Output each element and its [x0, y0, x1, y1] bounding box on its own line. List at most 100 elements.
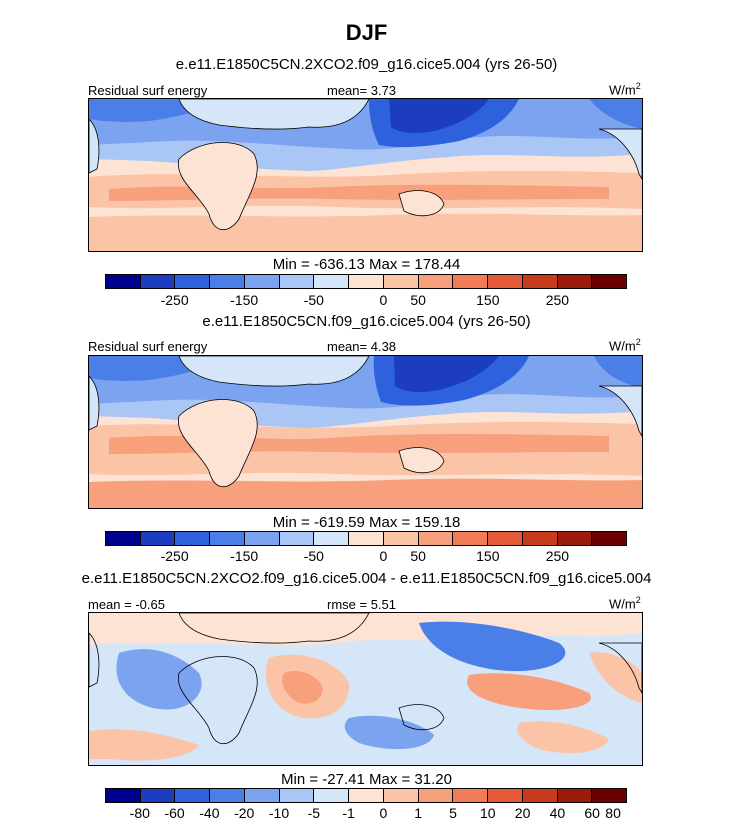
colorbar-swatch: [349, 532, 384, 545]
colorbar-swatch: [453, 532, 489, 545]
colorbar-swatch: [314, 532, 350, 545]
colorbar-tick-label: -50: [303, 548, 324, 564]
panel3-units: W/m2: [609, 595, 641, 612]
panel3-mean-label: mean = -0.65: [88, 597, 165, 612]
figure-title: DJF: [345, 20, 388, 45]
panel1-units: W/m2: [609, 81, 641, 98]
panel2-subtitle: e.e11.E1850C5CN.f09_g16.cice5.004 (yrs 2…: [202, 313, 531, 330]
colorbar-swatch: [140, 789, 176, 802]
colorbar-tick-label: 50: [410, 548, 426, 564]
colorbar-swatch: [418, 532, 454, 545]
colorbar-tick-label: -250: [160, 292, 189, 308]
panel3-map: [88, 612, 643, 766]
colorbar-swatch: [175, 789, 211, 802]
colorbar-swatch: [244, 275, 280, 288]
colorbar-tick-label: -40: [199, 805, 220, 821]
colorbar-swatch: [244, 532, 280, 545]
colorbar-swatch: [106, 532, 141, 545]
colorbar-swatch: [453, 275, 489, 288]
panel3-subtitle: e.e11.E1850C5CN.2XCO2.f09_g16.cice5.004 …: [81, 570, 652, 587]
colorbar-tick-label: 150: [476, 548, 500, 564]
colorbar-tick-label: 50: [410, 292, 426, 308]
colorbar-swatch: [210, 789, 245, 802]
panel1-minmax: Min = -636.13 Max = 178.44: [272, 256, 461, 273]
colorbar-swatch: [175, 275, 211, 288]
colorbar-swatch: [522, 275, 558, 288]
colorbar-swatch: [557, 789, 593, 802]
colorbar-tick-label: 40: [549, 805, 566, 821]
colorbar-swatch: [557, 532, 593, 545]
colorbar-tick-label: 60: [584, 805, 600, 821]
colorbar-tick-label: 0: [379, 292, 388, 308]
colorbar-swatch: [592, 532, 627, 545]
colorbar-swatch: [349, 275, 384, 288]
colorbar-swatch: [349, 789, 384, 802]
panel1-map-field: [89, 99, 642, 251]
colorbar-swatch: [210, 275, 245, 288]
colorbar-tick-label: -5: [307, 805, 321, 821]
panel2-map-field: [89, 356, 642, 508]
panel1-colorbar: [105, 274, 627, 289]
colorbar-tick-label: -80: [129, 805, 150, 821]
panel3-colorbar-ticks: -80 -60 -40 -20 -10 -5 -1 0 1 5 10 20 40 60 80: [105, 805, 627, 821]
colorbar-tick-label: 80: [605, 805, 621, 821]
panel3-rmse-label: rmse = 5.51: [327, 597, 397, 612]
colorbar-swatch: [557, 275, 593, 288]
panel2-units: W/m2: [609, 337, 641, 354]
colorbar-tick-label: 0: [379, 548, 388, 564]
panel1-map: [88, 98, 643, 252]
colorbar-tick-label: 20: [514, 805, 531, 821]
panel2-colorbar: [105, 531, 627, 546]
colorbar-tick-label: -50: [303, 292, 324, 308]
panel2-minmax: Min = -619.59 Max = 159.18: [272, 514, 461, 531]
colorbar-tick-label: 5: [449, 805, 457, 821]
colorbar-swatch: [488, 275, 523, 288]
colorbar-tick-label: -150: [230, 548, 259, 564]
colorbar-tick-label: 250: [545, 548, 570, 564]
colorbar-swatch: [522, 532, 558, 545]
panel2-mean-label: mean= 4.38: [327, 339, 397, 354]
colorbar-tick-label: 0: [379, 805, 388, 821]
panel3-map-field: [89, 613, 642, 765]
colorbar-swatch: [418, 275, 454, 288]
panel1-subtitle: e.e11.E1850C5CN.2XCO2.f09_g16.cice5.004 …: [175, 56, 558, 73]
panel2-left-label: Residual surf energy: [88, 339, 208, 354]
panel2-colorbar-ticks: -250 -150 -50 0 50 150 250: [105, 548, 627, 564]
colorbar-swatch: [592, 789, 627, 802]
colorbar-swatch: [592, 275, 627, 288]
colorbar-tick-label: -250: [160, 548, 189, 564]
panel2-map: [88, 355, 643, 509]
colorbar-swatch: [140, 532, 176, 545]
colorbar-swatch: [488, 789, 523, 802]
colorbar-swatch: [210, 532, 245, 545]
panel3-colorbar: [105, 788, 627, 803]
colorbar-swatch: [383, 532, 419, 545]
colorbar-swatch: [314, 275, 350, 288]
colorbar-swatch: [106, 275, 141, 288]
colorbar-swatch: [244, 789, 280, 802]
colorbar-swatch: [279, 275, 315, 288]
colorbar-swatch: [383, 789, 419, 802]
colorbar-tick-label: 10: [480, 805, 496, 821]
colorbar-tick-label: 1: [414, 805, 423, 821]
colorbar-swatch: [140, 275, 176, 288]
colorbar-tick-label: -1: [342, 805, 355, 821]
panel3-minmax: Min = -27.41 Max = 31.20: [281, 771, 452, 788]
colorbar-swatch: [453, 789, 489, 802]
colorbar-swatch: [279, 532, 315, 545]
panel1-colorbar-ticks: -250 -150 -50 0 50 150 250: [105, 292, 627, 308]
colorbar-swatch: [383, 275, 419, 288]
colorbar-swatch: [279, 789, 315, 802]
colorbar-tick-label: 150: [476, 292, 500, 308]
colorbar-tick-label: -150: [230, 292, 259, 308]
colorbar-swatch: [488, 532, 523, 545]
colorbar-tick-label: -10: [268, 805, 290, 821]
colorbar-swatch: [418, 789, 454, 802]
colorbar-swatch: [522, 789, 558, 802]
panel1-mean-label: mean= 3.73: [327, 83, 397, 98]
colorbar-swatch: [314, 789, 350, 802]
colorbar-swatch: [175, 532, 211, 545]
colorbar-tick-label: -20: [234, 805, 255, 821]
colorbar-tick-label: 250: [545, 292, 570, 308]
colorbar-tick-label: -60: [164, 805, 185, 821]
